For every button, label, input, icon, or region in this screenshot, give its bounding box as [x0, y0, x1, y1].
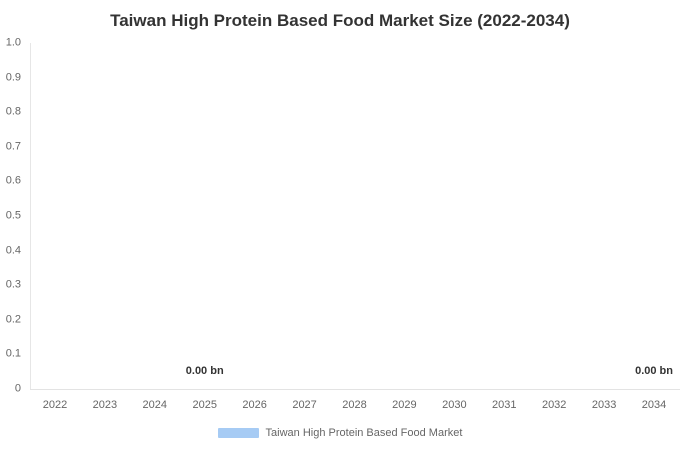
x-axis-tick-label: 2032 — [541, 399, 567, 411]
x-axis-tick-label: 2022 — [42, 399, 68, 411]
x-axis-tick-label: 2023 — [92, 399, 118, 411]
legend: Taiwan High Protein Based Food Market — [0, 426, 680, 440]
y-axis-tick-label: 0.1 — [5, 347, 21, 360]
x-axis-tick-label: 2033 — [591, 399, 617, 411]
x-axis-tick-label: 2034 — [641, 399, 667, 411]
x-axis-tick-label: 2027 — [292, 399, 317, 411]
y-axis-tick-label: 0.7 — [5, 140, 21, 153]
data-label: 0.00 bn — [185, 365, 224, 377]
y-axis-tick-label: 0.3 — [5, 278, 21, 291]
x-axis-tick-label: 2031 — [492, 399, 517, 411]
x-axis-tick-label: 2029 — [392, 399, 417, 411]
x-axis-tick-label: 2026 — [242, 399, 267, 411]
x-axis-tick-label: 2028 — [342, 399, 367, 411]
y-axis-tick-label: 0.4 — [5, 244, 21, 257]
x-axis-tick-label: 2024 — [142, 399, 168, 411]
legend-swatch — [217, 428, 259, 438]
x-axis-tick-label: 2025 — [192, 399, 217, 411]
data-label: 0.00 bn — [635, 365, 673, 377]
y-axis-tick-label: 0.5 — [5, 209, 21, 222]
y-axis-tick-label: 1.0 — [5, 36, 21, 49]
x-axis-tick-label: 2030 — [442, 399, 467, 411]
y-axis-line — [30, 43, 31, 389]
legend-item[interactable]: Taiwan High Protein Based Food Market — [217, 426, 463, 440]
y-axis-tick-label: 0.8 — [5, 105, 21, 118]
y-axis-tick-label: 0.2 — [5, 313, 21, 326]
y-axis-tick-label: 0.6 — [5, 174, 21, 187]
legend-label: Taiwan High Protein Based Food Market — [265, 427, 463, 439]
y-axis-tick-label: 0 — [14, 382, 21, 395]
y-axis-tick-label: 0.9 — [5, 71, 21, 84]
chart-title: Taiwan High Protein Based Food Market Si… — [110, 11, 570, 30]
x-axis-line — [30, 389, 680, 390]
